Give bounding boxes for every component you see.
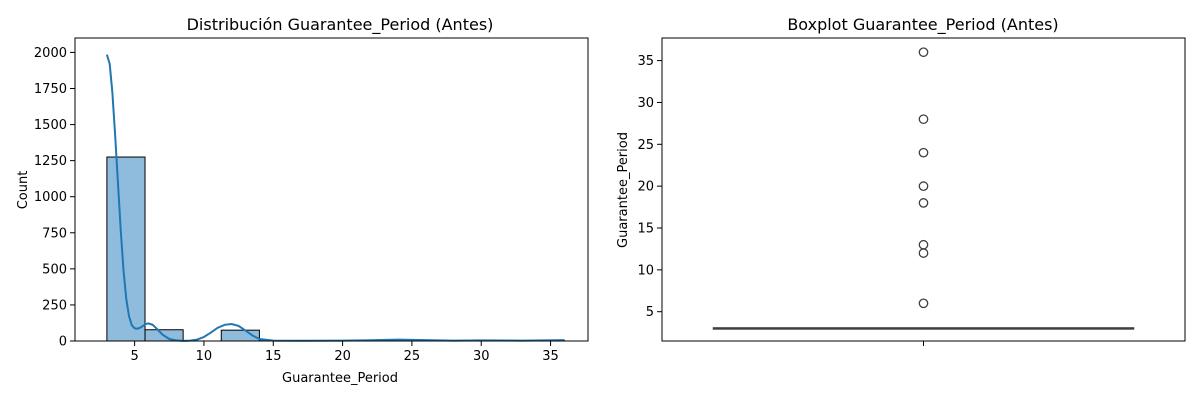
histogram-bar-0 (106, 156, 146, 342)
histogram-y-ticks: 0 250 500 750 1000 1250 1500 1750 2000 (34, 46, 75, 350)
boxplot-outlier-point (918, 181, 929, 192)
histogram-chart: Distribución Guarantee_Period (Antes) 5 1… (16, 15, 589, 386)
histogram-x-ticks: 5 10 15 20 25 30 35 (130, 341, 559, 364)
boxplot-outlier-point (918, 147, 929, 158)
boxplot-outlier-point (918, 198, 929, 208)
histogram-x-tick-label: 30 (473, 349, 490, 364)
boxplot-outlier-point (918, 298, 929, 309)
boxplot-y-tick-label: 30 (637, 96, 654, 111)
boxplot-outlier-point (918, 114, 929, 125)
boxplot-title: Boxplot Guarantee_Period (Antes) (787, 15, 1058, 35)
kde-line (105, 54, 565, 342)
histogram-x-tick-label: 25 (404, 349, 421, 364)
histogram-y-tick-label: 0 (59, 335, 67, 350)
histogram-y-tick-label: 2000 (34, 46, 67, 61)
histogram-x-axis-label: Guarantee_Period (282, 371, 398, 386)
boxplot-y-axis-label: Guarantee_Period (616, 132, 631, 248)
histogram-y-tick-label: 1500 (34, 118, 67, 133)
histogram-plot-frame (74, 37, 589, 342)
histogram-x-tick-label: 15 (265, 349, 282, 364)
boxplot-y-tick-label: 5 (646, 305, 654, 320)
boxplot-box (712, 327, 1135, 330)
histogram-x-tick-label: 20 (334, 349, 351, 364)
histogram-y-tick-label: 750 (42, 226, 67, 241)
histogram-title: Distribución Guarantee_Period (Antes) (187, 15, 494, 35)
histogram-x-tick-label: 35 (542, 349, 559, 364)
histogram-bars (106, 156, 565, 342)
boxplot-y-tick-label: 10 (637, 263, 654, 278)
boxplot-y-tick-label: 20 (637, 180, 654, 195)
histogram-y-tick-label: 1750 (34, 82, 67, 97)
boxplot-y-ticks: 5 10 15 20 25 30 35 (637, 54, 662, 320)
histogram-x-tick-label: 5 (130, 349, 138, 364)
histogram-y-tick-label: 1250 (34, 154, 67, 169)
histogram-y-tick-label: 250 (42, 298, 67, 313)
boxplot-plot-frame (661, 37, 1186, 342)
boxplot-outlier-point (918, 248, 929, 258)
boxplot-chart: Boxplot Guarantee_Period (Antes) 5 10 15 20… (616, 15, 1186, 346)
boxplot-y-tick-label: 15 (637, 222, 654, 237)
histogram-y-axis-label: Count (16, 171, 31, 210)
boxplot-outliers (918, 47, 929, 309)
boxplot-y-tick-label: 35 (637, 54, 654, 69)
histogram-y-tick-label: 1000 (34, 190, 67, 205)
histogram-x-tick-label: 10 (196, 349, 213, 364)
boxplot-outlier-point (918, 239, 929, 250)
boxplot-y-tick-label: 25 (637, 138, 654, 153)
histogram-y-tick-label: 500 (42, 262, 67, 277)
boxplot-outlier-point (918, 47, 929, 58)
